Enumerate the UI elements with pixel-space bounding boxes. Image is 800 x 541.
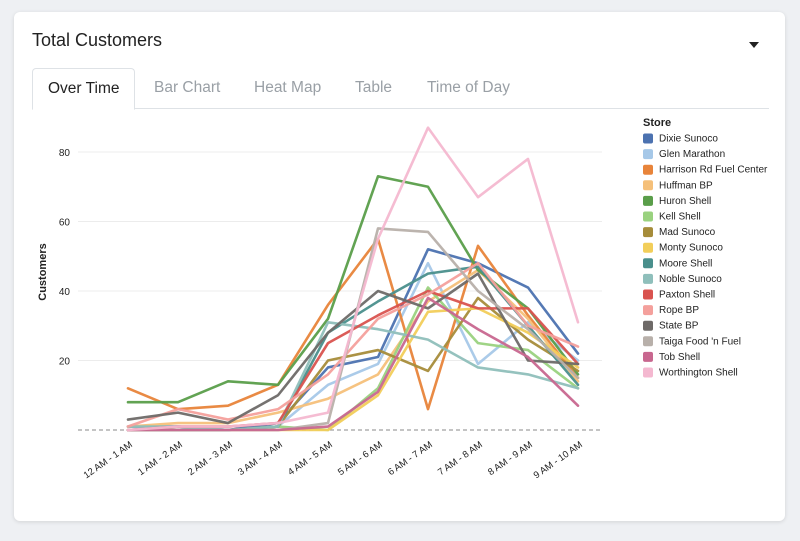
series-line (126, 126, 580, 432)
tab-heat-map[interactable]: Heat Map (254, 79, 322, 96)
chart-card: Total Customers Over Time Bar Chart Heat… (14, 12, 785, 521)
legend-swatch (643, 367, 653, 378)
legend-swatch (643, 289, 653, 300)
series-line (126, 272, 580, 425)
x-tick-label: 3 AM - 4 AM (236, 439, 285, 478)
x-tick-label: 1 AM - 2 AM (136, 439, 185, 478)
x-tick-label: 9 AM - 10 AM (532, 439, 585, 481)
tab-time-of-day[interactable]: Time of Day (427, 79, 510, 96)
series-line (126, 261, 580, 428)
legend-entry: Dixie Sunoco (659, 134, 718, 145)
x-tick-label: 6 AM - 7 AM (386, 439, 435, 478)
legend-swatch (643, 164, 653, 175)
legend-swatch (643, 227, 653, 238)
legend-entry: Paxton Shell (659, 290, 715, 301)
series-line (126, 237, 580, 411)
legend-entry: Taiga Food 'n Fuel (659, 336, 741, 347)
legend-swatch (643, 258, 653, 269)
tab-table[interactable]: Table (355, 79, 393, 96)
legend-entry: Noble Sunoco (659, 274, 722, 285)
series-line (126, 296, 580, 432)
tab-bar: Over Time Bar Chart Heat Map Table Time … (32, 68, 769, 110)
legend-entry: Huffman BP (659, 180, 713, 191)
legend-entry: Moore Shell (659, 258, 712, 269)
legend-swatch (643, 351, 653, 362)
x-tick-label: 8 AM - 9 AM (486, 439, 535, 478)
legend-entry: Kell Shell (659, 212, 701, 223)
x-tick-label: 2 AM - 3 AM (186, 439, 235, 478)
legend-entry: Tob Shell (659, 352, 700, 363)
legend-entry: State BP (659, 321, 699, 332)
card-title: Total Customers (32, 30, 163, 50)
x-tick-label: 12 AM - 1 AM (82, 439, 135, 481)
legend-swatch (643, 180, 653, 191)
y-axis: 20 40 60 80 (59, 148, 71, 368)
legend-entry: Harrison Rd Fuel Center (659, 165, 768, 176)
legend-entry: Glen Marathon (659, 149, 725, 160)
y-tick-label: 80 (59, 148, 71, 159)
tab-bar-chart[interactable]: Bar Chart (154, 79, 221, 96)
x-axis: 12 AM - 1 AM 1 AM - 2 AM 2 AM - 3 AM 3 AM -… (82, 439, 585, 481)
legend: Store Dixie Sunoco Glen Marathon Harrison … (643, 117, 768, 379)
legend-swatch (643, 149, 653, 160)
legend-swatch (643, 211, 653, 222)
series-line (126, 248, 580, 432)
y-tick-label: 40 (59, 287, 71, 298)
legend-swatch (643, 133, 653, 144)
legend-swatch (643, 242, 653, 253)
legend-entry: Mad Sunoco (659, 227, 716, 238)
legend-swatch (643, 195, 653, 206)
x-tick-label: 5 AM - 6 AM (336, 439, 385, 478)
x-tick-label: 7 AM - 8 AM (436, 439, 485, 478)
y-tick-label: 20 (59, 357, 71, 368)
series-line (126, 175, 580, 404)
legend-entry: Worthington Shell (659, 368, 738, 379)
legend-swatch (643, 273, 653, 284)
legend-entry: Huron Shell (659, 196, 711, 207)
series-lines (126, 126, 580, 432)
legend-title: Store (643, 117, 671, 129)
x-tick-label: 4 AM - 5 AM (286, 439, 335, 478)
y-tick-label: 60 (59, 218, 71, 229)
legend-swatch (643, 336, 653, 347)
legend-entry: Rope BP (659, 305, 699, 316)
legend-swatch (643, 305, 653, 316)
chevron-down-icon[interactable] (749, 42, 759, 48)
legend-swatch (643, 320, 653, 331)
y-axis-label: Customers (37, 243, 49, 300)
tab-over-time[interactable]: Over Time (32, 68, 136, 110)
legend-entry: Monty Sunoco (659, 243, 723, 254)
